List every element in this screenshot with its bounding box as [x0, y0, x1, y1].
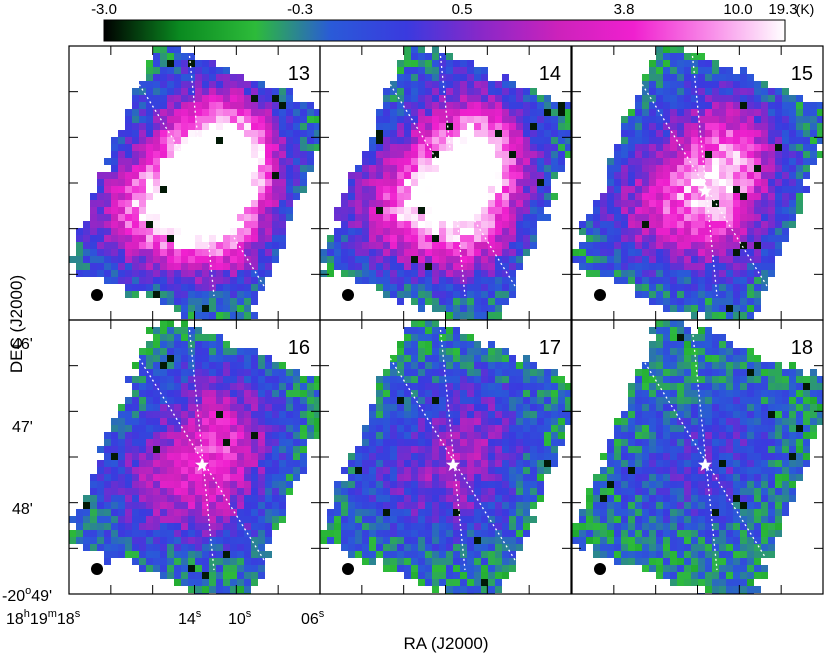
channel-label: 15 — [791, 63, 813, 85]
source-star-icon — [445, 183, 461, 198]
channel-label: 17 — [539, 337, 561, 359]
degree-symbol: o — [25, 585, 31, 597]
channel-label: 13 — [288, 63, 310, 85]
dotted-line — [636, 349, 768, 561]
dotted-line — [188, 50, 215, 297]
x-tick-labels: 18h19m18s 14s 10s 06s — [6, 608, 325, 628]
beam-icon — [594, 563, 606, 575]
channel-label: 18 — [791, 337, 813, 359]
colorbar-tick-label: 19.3 — [768, 1, 797, 18]
dotted-line — [439, 324, 466, 571]
beam-icon — [594, 289, 606, 301]
beam-icon — [342, 289, 354, 301]
colorbar-tick-label: 0.5 — [452, 1, 473, 18]
channel-map-image — [320, 320, 571, 594]
channel-map-image — [69, 46, 320, 320]
dotted-line — [439, 50, 466, 297]
channel-map-image — [572, 46, 823, 320]
colorbar-scale — [103, 19, 786, 42]
channel-panel-14: 14 — [319, 45, 572, 321]
y-tick-label: 46' — [12, 336, 33, 353]
channel-label: 14 — [539, 63, 561, 85]
beam-icon — [91, 563, 103, 575]
colorbar-tick-label: -3.0 — [91, 1, 117, 18]
source-star-icon — [697, 457, 713, 472]
x-tick-label: 06s — [301, 608, 325, 628]
y-axis-label: DEC (J2000) — [7, 275, 26, 373]
dotted-line — [133, 75, 265, 287]
channel-map-image — [69, 320, 320, 594]
dotted-line — [188, 324, 215, 571]
channel-panel-17: 17 — [319, 319, 572, 595]
dotted-line — [691, 324, 718, 571]
y-tick-label: -20o49' — [2, 585, 52, 605]
dotted-line — [133, 349, 265, 561]
beam-icon — [342, 563, 354, 575]
source-star-icon — [194, 457, 210, 472]
x-axis-label: RA (J2000) — [403, 634, 488, 653]
channel-panel-16: 16 — [68, 319, 321, 595]
channel-map-image — [320, 46, 571, 320]
colorbar: -3.0 -0.3 0.5 3.8 10.0 19.3 (K) — [91, 1, 815, 42]
x-tick-label: 10s — [228, 608, 252, 628]
x-tick-label: 14s — [178, 608, 202, 628]
dotted-line — [636, 75, 768, 287]
x-tick-label: 18h19m18s — [6, 608, 81, 628]
colorbar-tick-label: 10.0 — [723, 1, 752, 18]
channel-map-image — [572, 320, 823, 594]
channel-panel-18: 18 — [571, 319, 824, 595]
colorbar-tick-label: -0.3 — [287, 1, 313, 18]
channel-panels: 13 14 15 16 17 18 — [68, 45, 824, 595]
beam-icon — [91, 289, 103, 301]
dotted-line — [384, 75, 516, 287]
colorbar-unit: (K) — [796, 1, 815, 17]
source-star-icon — [697, 183, 713, 198]
source-star-icon — [445, 457, 461, 472]
y-tick-label: 48' — [12, 501, 33, 518]
channel-label: 16 — [288, 337, 310, 359]
dotted-line — [691, 50, 718, 297]
dotted-line — [384, 349, 516, 561]
y-tick-labels: 46' 47' 48' -20o49' — [2, 336, 52, 605]
y-tick-label: 47' — [12, 419, 33, 436]
channel-panel-15: 15 — [571, 45, 824, 321]
colorbar-tick-label: 3.8 — [614, 1, 635, 18]
source-star-icon — [194, 183, 210, 198]
channel-panel-13: 13 — [68, 45, 321, 321]
